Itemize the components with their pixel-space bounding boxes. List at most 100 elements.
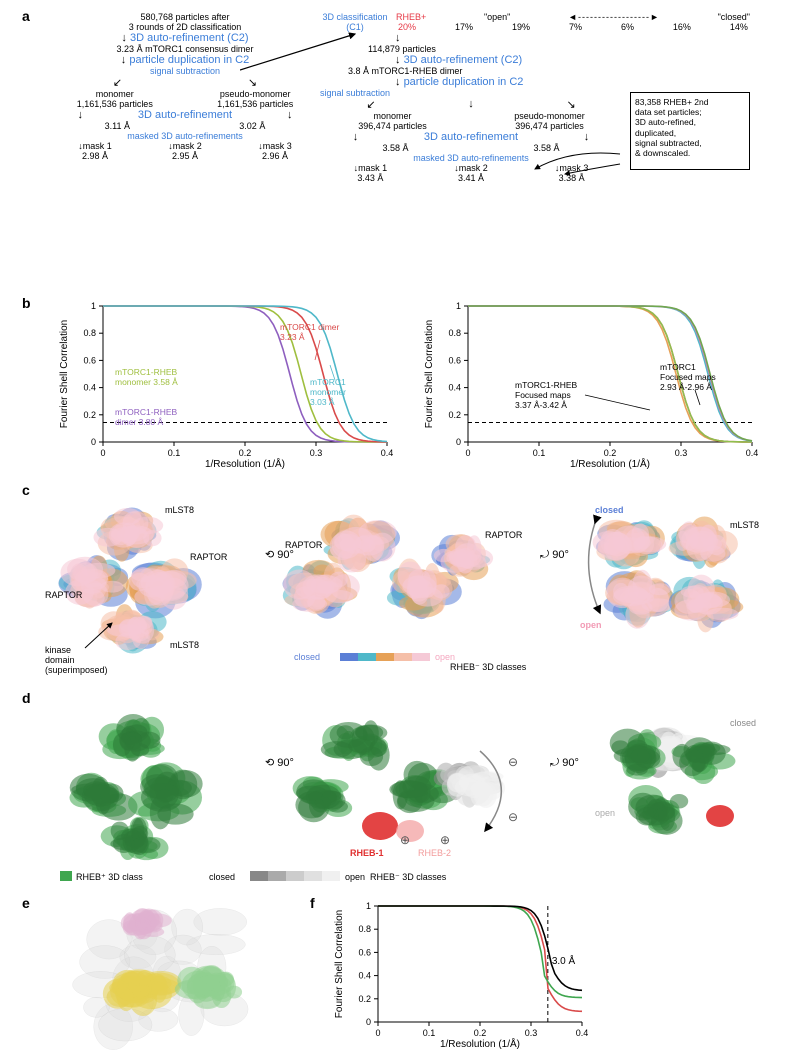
monomer-l: monomer 1,161,536 particles: [50, 89, 180, 109]
svg-text:mLST8: mLST8: [730, 520, 759, 530]
mr2-l: 2.95 Å: [172, 151, 198, 161]
svg-text:0: 0: [100, 448, 105, 458]
svg-text:0.2: 0.2: [358, 994, 371, 1004]
open-label: "open": [484, 12, 510, 22]
svg-text:mTORC1 dimer: mTORC1 dimer: [280, 322, 340, 332]
svg-text:Fourier Shell Correlation: Fourier Shell Correlation: [424, 320, 435, 428]
svg-text:Focused maps: Focused maps: [515, 390, 571, 400]
svg-text:0.2: 0.2: [239, 448, 252, 458]
svg-text:0.3: 0.3: [310, 448, 323, 458]
svg-text:⤾ 90°: ⤾ 90°: [550, 757, 579, 769]
fsc-chart-1: 00.10.20.30.400.20.40.60.811/Resolution …: [55, 300, 395, 470]
start-text: 580,768 particles after 3 rounds of 2D c…: [50, 12, 320, 32]
svg-text:⊖: ⊖: [508, 810, 518, 824]
svg-text:open: open: [345, 872, 365, 882]
svg-text:1/Resolution (1/Å): 1/Resolution (1/Å): [570, 457, 650, 470]
svg-text:0.2: 0.2: [604, 448, 617, 458]
svg-text:0.2: 0.2: [83, 410, 96, 420]
panel-c-label: c: [22, 482, 30, 498]
particles-r: 114,879 particles: [368, 44, 750, 54]
svg-text:0.2: 0.2: [474, 1028, 487, 1038]
svg-text:RHEB⁻ 3D classes: RHEB⁻ 3D classes: [450, 662, 527, 672]
panel-b-label: b: [22, 295, 31, 311]
dupR: particle duplication in C2: [404, 76, 524, 88]
svg-text:0.6: 0.6: [448, 355, 461, 365]
svg-text:⊕: ⊕: [440, 833, 450, 847]
svg-text:0.1: 0.1: [423, 1028, 436, 1038]
svg-text:1: 1: [91, 301, 96, 311]
pseudo-l: pseudo-monomer 1,161,536 particles: [190, 89, 320, 109]
svg-text:0.4: 0.4: [83, 383, 96, 393]
svg-text:Focused maps: Focused maps: [660, 372, 716, 382]
svg-text:monomer 3.58 Å: monomer 3.58 Å: [115, 377, 178, 387]
svg-text:0.4: 0.4: [381, 448, 394, 458]
panel-a-label: a: [22, 8, 30, 24]
svg-text:0.4: 0.4: [576, 1028, 589, 1038]
cls-blue: 3D classification (C1): [320, 12, 390, 32]
svg-text:0.2: 0.2: [448, 410, 461, 420]
refR: 3D auto-refinement (C2): [404, 54, 523, 66]
dimer-r: 3.8 Å mTORC1-RHEB dimer: [348, 66, 750, 76]
closed-label: "closed": [718, 12, 750, 22]
svg-text:0.8: 0.8: [448, 328, 461, 338]
svg-text:dimer 3.80 Å: dimer 3.80 Å: [115, 417, 164, 427]
svg-text:Fourier Shell Correlation: Fourier Shell Correlation: [334, 910, 345, 1018]
svg-text:0.3: 0.3: [675, 448, 688, 458]
svg-text:mLST8: mLST8: [170, 640, 199, 650]
svg-text:1/Resolution (1/Å): 1/Resolution (1/Å): [440, 1037, 520, 1050]
svg-text:domain: domain: [45, 655, 75, 665]
svg-text:0.4: 0.4: [746, 448, 759, 458]
res1-r: 3.58 Å: [382, 143, 408, 153]
fsc-chart-f: 00.10.20.30.400.20.40.60.811/Resolution …: [330, 900, 590, 1050]
svg-text:open: open: [595, 808, 615, 818]
pseudo-r: pseudo-monomer 396,474 particles: [477, 111, 622, 131]
svg-text:0.8: 0.8: [358, 924, 371, 934]
pcts-row: 20%17%19%7%6%16%14%: [396, 22, 750, 32]
fsc-chart-2: 00.10.20.30.400.20.40.60.811/Resolution …: [420, 300, 760, 470]
svg-text:closed: closed: [595, 505, 624, 515]
m2-r: mask 2: [459, 163, 488, 173]
svg-text:3.03 Å: 3.03 Å: [310, 397, 335, 407]
svg-text:closed: closed: [294, 652, 320, 662]
svg-text:(superimposed): (superimposed): [45, 665, 108, 675]
svg-text:open: open: [435, 652, 455, 662]
panel-f-label: f: [310, 895, 315, 911]
svg-text:closed: closed: [730, 718, 756, 728]
sigR: signal subtraction: [320, 88, 622, 98]
svg-text:mTORC1-RHEB: mTORC1-RHEB: [515, 380, 578, 390]
svg-text:0.6: 0.6: [83, 355, 96, 365]
svg-text:closed: closed: [209, 872, 235, 882]
res2-l: 3.02 Å: [239, 121, 265, 131]
m1-l: mask 1: [83, 141, 112, 151]
svg-text:RAPTOR: RAPTOR: [45, 590, 83, 600]
svg-text:⤾ 90°: ⤾ 90°: [540, 549, 569, 561]
svg-text:RAPTOR: RAPTOR: [485, 530, 523, 540]
svg-text:3.0 Å: 3.0 Å: [552, 954, 576, 967]
svg-text:⟲ 90°: ⟲ 90°: [265, 757, 294, 769]
svg-text:RHEB⁺ 3D class: RHEB⁺ 3D class: [76, 872, 143, 882]
svg-text:⊕: ⊕: [400, 833, 410, 847]
svg-text:RHEB-2: RHEB-2: [418, 848, 451, 858]
m2-l: mask 2: [173, 141, 202, 151]
svg-text:mTORC1-RHEB: mTORC1-RHEB: [115, 367, 178, 377]
refL: 3D auto-refinement: [138, 109, 232, 121]
mr2-r: 3.41 Å: [458, 173, 484, 183]
svg-text:mTORC1: mTORC1: [660, 362, 696, 372]
svg-text:mLST8: mLST8: [165, 505, 194, 515]
dup: particle duplication in C2: [129, 54, 249, 66]
svg-text:0: 0: [375, 1028, 380, 1038]
svg-text:1/Resolution (1/Å): 1/Resolution (1/Å): [205, 457, 285, 470]
m1-r: mask 1: [358, 163, 387, 173]
panel-d-label: d: [22, 690, 31, 706]
svg-text:0: 0: [465, 448, 470, 458]
svg-text:0.8: 0.8: [83, 328, 96, 338]
svg-text:0: 0: [456, 437, 461, 447]
svg-text:1: 1: [456, 301, 461, 311]
svg-text:0.1: 0.1: [533, 448, 546, 458]
mr1-r: 3.43 Å: [357, 173, 383, 183]
flowchart-right: 3D classification (C1) RHEB+ "open" ◄---…: [320, 12, 750, 183]
ref2R: 3D auto-refinement: [424, 131, 518, 143]
panel-e-label: e: [22, 895, 30, 911]
svg-text:Fourier Shell Correlation: Fourier Shell Correlation: [59, 320, 70, 428]
svg-text:0.4: 0.4: [358, 971, 371, 981]
